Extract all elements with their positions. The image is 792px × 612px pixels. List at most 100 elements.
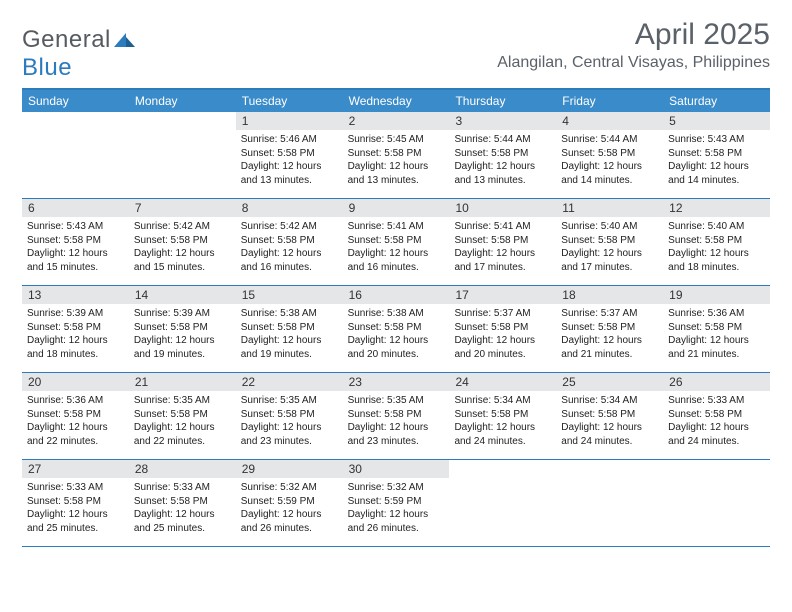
sunset-line: Sunset: 5:58 PM <box>348 147 445 161</box>
weeks-container: 1Sunrise: 5:46 AMSunset: 5:58 PMDaylight… <box>22 112 770 546</box>
daylight-line: Daylight: 12 hours and 23 minutes. <box>348 421 445 448</box>
day-body <box>663 478 770 485</box>
day-cell: 30Sunrise: 5:32 AMSunset: 5:59 PMDayligh… <box>343 460 450 546</box>
location-subtitle: Alangilan, Central Visayas, Philippines <box>497 54 770 72</box>
day-cell: 21Sunrise: 5:35 AMSunset: 5:58 PMDayligh… <box>129 373 236 459</box>
day-body: Sunrise: 5:41 AMSunset: 5:58 PMDaylight:… <box>449 217 556 278</box>
sunrise-line: Sunrise: 5:38 AM <box>241 307 338 321</box>
daylight-line: Daylight: 12 hours and 15 minutes. <box>134 247 231 274</box>
daylight-line: Daylight: 12 hours and 18 minutes. <box>668 247 765 274</box>
daylight-line: Daylight: 12 hours and 14 minutes. <box>561 160 658 187</box>
sunset-line: Sunset: 5:58 PM <box>454 408 551 422</box>
day-number: 11 <box>556 199 663 217</box>
day-cell: 8Sunrise: 5:42 AMSunset: 5:58 PMDaylight… <box>236 199 343 285</box>
day-cell: 22Sunrise: 5:35 AMSunset: 5:58 PMDayligh… <box>236 373 343 459</box>
sunset-line: Sunset: 5:58 PM <box>561 408 658 422</box>
day-number <box>663 460 770 478</box>
day-number: 15 <box>236 286 343 304</box>
sunset-line: Sunset: 5:58 PM <box>454 147 551 161</box>
week-row: 6Sunrise: 5:43 AMSunset: 5:58 PMDaylight… <box>22 198 770 285</box>
sunset-line: Sunset: 5:58 PM <box>561 147 658 161</box>
daylight-line: Daylight: 12 hours and 22 minutes. <box>27 421 124 448</box>
daylight-line: Daylight: 12 hours and 26 minutes. <box>241 508 338 535</box>
week-row: 1Sunrise: 5:46 AMSunset: 5:58 PMDaylight… <box>22 112 770 198</box>
sunset-line: Sunset: 5:58 PM <box>134 408 231 422</box>
day-number: 8 <box>236 199 343 217</box>
day-number <box>129 112 236 130</box>
day-body: Sunrise: 5:33 AMSunset: 5:58 PMDaylight:… <box>663 391 770 452</box>
day-body: Sunrise: 5:44 AMSunset: 5:58 PMDaylight:… <box>449 130 556 191</box>
day-cell: 25Sunrise: 5:34 AMSunset: 5:58 PMDayligh… <box>556 373 663 459</box>
daylight-line: Daylight: 12 hours and 26 minutes. <box>348 508 445 535</box>
day-body: Sunrise: 5:42 AMSunset: 5:58 PMDaylight:… <box>129 217 236 278</box>
day-cell: 17Sunrise: 5:37 AMSunset: 5:58 PMDayligh… <box>449 286 556 372</box>
daylight-line: Daylight: 12 hours and 17 minutes. <box>561 247 658 274</box>
day-cell: 18Sunrise: 5:37 AMSunset: 5:58 PMDayligh… <box>556 286 663 372</box>
sunset-line: Sunset: 5:58 PM <box>454 321 551 335</box>
week-row: 27Sunrise: 5:33 AMSunset: 5:58 PMDayligh… <box>22 459 770 546</box>
day-number: 22 <box>236 373 343 391</box>
sunrise-line: Sunrise: 5:42 AM <box>134 220 231 234</box>
day-body: Sunrise: 5:33 AMSunset: 5:58 PMDaylight:… <box>129 478 236 539</box>
day-number: 21 <box>129 373 236 391</box>
day-number: 1 <box>236 112 343 130</box>
day-cell: 11Sunrise: 5:40 AMSunset: 5:58 PMDayligh… <box>556 199 663 285</box>
day-body: Sunrise: 5:36 AMSunset: 5:58 PMDaylight:… <box>22 391 129 452</box>
sunrise-line: Sunrise: 5:36 AM <box>668 307 765 321</box>
day-body: Sunrise: 5:45 AMSunset: 5:58 PMDaylight:… <box>343 130 450 191</box>
day-number <box>556 460 663 478</box>
day-body <box>129 130 236 137</box>
day-body: Sunrise: 5:33 AMSunset: 5:58 PMDaylight:… <box>22 478 129 539</box>
daylight-line: Daylight: 12 hours and 22 minutes. <box>134 421 231 448</box>
dow-friday: Friday <box>556 90 663 112</box>
day-body: Sunrise: 5:41 AMSunset: 5:58 PMDaylight:… <box>343 217 450 278</box>
day-body: Sunrise: 5:42 AMSunset: 5:58 PMDaylight:… <box>236 217 343 278</box>
sunrise-line: Sunrise: 5:40 AM <box>561 220 658 234</box>
daylight-line: Daylight: 12 hours and 23 minutes. <box>241 421 338 448</box>
day-cell: 20Sunrise: 5:36 AMSunset: 5:58 PMDayligh… <box>22 373 129 459</box>
sunset-line: Sunset: 5:58 PM <box>134 321 231 335</box>
day-cell: 24Sunrise: 5:34 AMSunset: 5:58 PMDayligh… <box>449 373 556 459</box>
sunrise-line: Sunrise: 5:41 AM <box>348 220 445 234</box>
sunrise-line: Sunrise: 5:39 AM <box>27 307 124 321</box>
sunrise-line: Sunrise: 5:44 AM <box>454 133 551 147</box>
sunset-line: Sunset: 5:58 PM <box>241 147 338 161</box>
sunset-line: Sunset: 5:58 PM <box>134 234 231 248</box>
sunrise-line: Sunrise: 5:37 AM <box>454 307 551 321</box>
sunset-line: Sunset: 5:58 PM <box>241 408 338 422</box>
sunset-line: Sunset: 5:58 PM <box>27 408 124 422</box>
day-number: 20 <box>22 373 129 391</box>
day-cell: 5Sunrise: 5:43 AMSunset: 5:58 PMDaylight… <box>663 112 770 198</box>
day-number: 26 <box>663 373 770 391</box>
day-cell: 23Sunrise: 5:35 AMSunset: 5:58 PMDayligh… <box>343 373 450 459</box>
sunrise-line: Sunrise: 5:43 AM <box>27 220 124 234</box>
daylight-line: Daylight: 12 hours and 19 minutes. <box>134 334 231 361</box>
day-number: 23 <box>343 373 450 391</box>
day-body <box>22 130 129 137</box>
day-body <box>556 478 663 485</box>
day-body: Sunrise: 5:38 AMSunset: 5:58 PMDaylight:… <box>343 304 450 365</box>
sunrise-line: Sunrise: 5:34 AM <box>561 394 658 408</box>
day-body: Sunrise: 5:44 AMSunset: 5:58 PMDaylight:… <box>556 130 663 191</box>
daylight-line: Daylight: 12 hours and 16 minutes. <box>241 247 338 274</box>
sunset-line: Sunset: 5:58 PM <box>27 495 124 509</box>
day-body: Sunrise: 5:46 AMSunset: 5:58 PMDaylight:… <box>236 130 343 191</box>
day-cell: 15Sunrise: 5:38 AMSunset: 5:58 PMDayligh… <box>236 286 343 372</box>
sunrise-line: Sunrise: 5:33 AM <box>27 481 124 495</box>
brand-logo: General Blue <box>22 26 136 82</box>
day-cell: 1Sunrise: 5:46 AMSunset: 5:58 PMDaylight… <box>236 112 343 198</box>
day-of-week-header: SundayMondayTuesdayWednesdayThursdayFrid… <box>22 90 770 112</box>
daylight-line: Daylight: 12 hours and 17 minutes. <box>454 247 551 274</box>
day-cell: 9Sunrise: 5:41 AMSunset: 5:58 PMDaylight… <box>343 199 450 285</box>
sunrise-line: Sunrise: 5:32 AM <box>348 481 445 495</box>
day-number <box>449 460 556 478</box>
day-cell: 6Sunrise: 5:43 AMSunset: 5:58 PMDaylight… <box>22 199 129 285</box>
day-body: Sunrise: 5:39 AMSunset: 5:58 PMDaylight:… <box>22 304 129 365</box>
day-body: Sunrise: 5:36 AMSunset: 5:58 PMDaylight:… <box>663 304 770 365</box>
daylight-line: Daylight: 12 hours and 21 minutes. <box>561 334 658 361</box>
sunrise-line: Sunrise: 5:36 AM <box>27 394 124 408</box>
day-cell: 12Sunrise: 5:40 AMSunset: 5:58 PMDayligh… <box>663 199 770 285</box>
day-number: 3 <box>449 112 556 130</box>
dow-tuesday: Tuesday <box>236 90 343 112</box>
sunrise-line: Sunrise: 5:40 AM <box>668 220 765 234</box>
